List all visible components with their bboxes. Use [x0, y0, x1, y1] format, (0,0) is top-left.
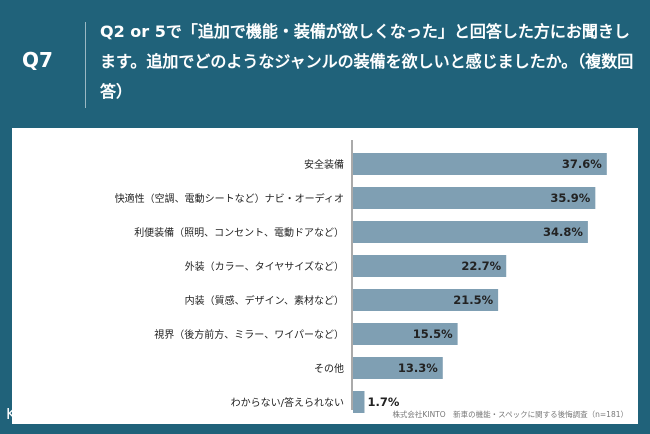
- value-label: 1.7%: [367, 395, 399, 409]
- category-label: 利便装備（照明、コンセント、電動ドアなど）: [134, 226, 344, 239]
- value-label: 37.6%: [562, 157, 602, 171]
- category-label: 安全装備: [304, 158, 344, 171]
- question-id: Q7: [22, 48, 53, 72]
- bar-chart: 安全装備 37.6% 快適性（空調、電動シートなど）ナビ・オーディオ 35.9% 利便装…: [115, 140, 607, 413]
- category-label: その他: [314, 362, 344, 375]
- category-label: 視界（後方前方、ミラー、ワイパーなど）: [154, 328, 344, 341]
- bar: [353, 255, 507, 277]
- value-label: 13.3%: [398, 361, 438, 375]
- bar: [353, 221, 588, 243]
- bar: [353, 187, 596, 209]
- category-label: 外装（カラー、タイヤサイズなど）: [185, 260, 344, 273]
- bar: [353, 289, 499, 311]
- kinto-logo: KINTO: [6, 405, 63, 423]
- value-label: 15.5%: [413, 327, 453, 341]
- category-label: 内装（質感、デザイン、素材など）: [185, 294, 344, 307]
- bar: [353, 323, 458, 345]
- value-label: 22.7%: [461, 259, 501, 273]
- chart-panel: 安全装備 37.6% 快適性（空調、電動シートなど）ナビ・オーディオ 35.9% 利便装…: [12, 128, 638, 424]
- bar: [353, 391, 365, 413]
- question-header: Q7 Q2 or 5で「追加で機能・装備が欲しくなった」と回答した方にお聞きしま…: [0, 0, 650, 125]
- value-label: 35.9%: [550, 191, 590, 205]
- bar: [353, 357, 443, 379]
- category-label: 快適性（空調、電動シートなど）ナビ・オーディオ: [115, 192, 344, 205]
- header-divider: [85, 22, 86, 108]
- value-label: 34.8%: [543, 225, 583, 239]
- category-label: わからない/答えられない: [231, 396, 344, 409]
- source-note: 株式会社KINTO 新車の機能・スペックに関する後悔調査（n=181）: [392, 410, 628, 419]
- value-label: 21.5%: [453, 293, 493, 307]
- bar: [353, 153, 607, 175]
- question-text: Q2 or 5で「追加で機能・装備が欲しくなった」と回答した方にお聞きします。追…: [100, 22, 634, 101]
